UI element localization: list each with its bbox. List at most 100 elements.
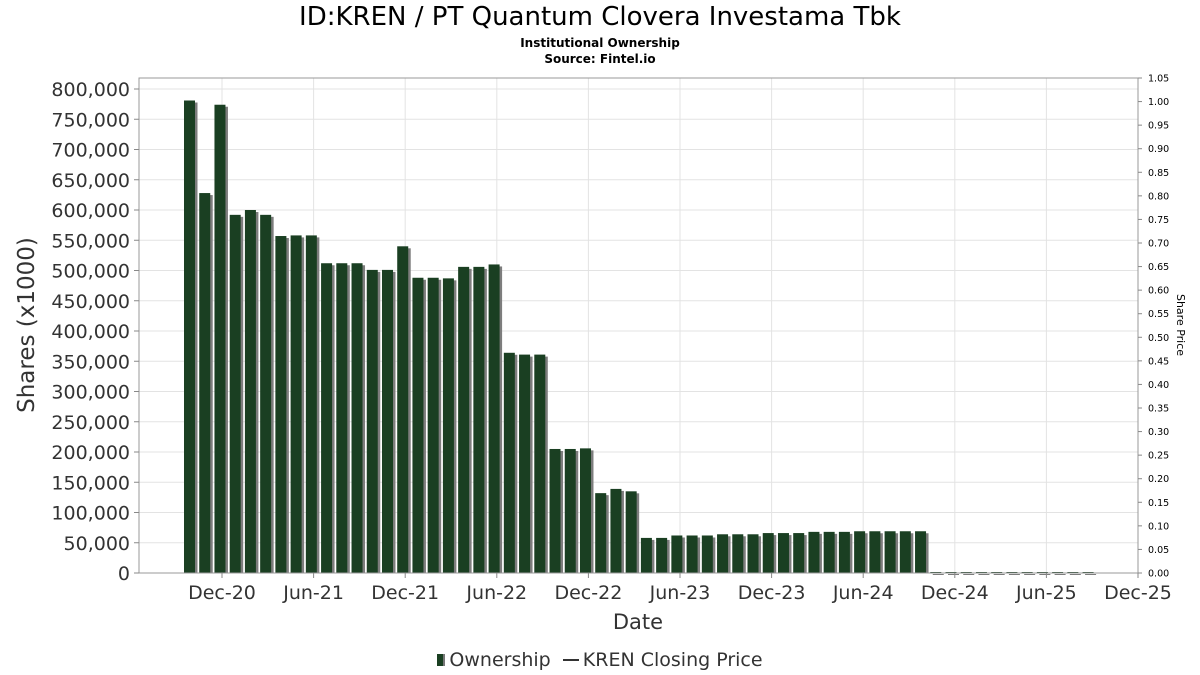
ownership-bar[interactable] [519,354,531,573]
chart-source: Source: Fintel.io [544,52,656,66]
y-tick-label: 250,000 [51,412,130,434]
y2-tick-label: 0.90 [1148,144,1169,155]
ownership-bar[interactable] [275,236,287,573]
ownership-bar[interactable] [838,531,850,573]
legend-item-closing-price[interactable]: KREN Closing Price [557,647,763,673]
ownership-bar[interactable] [625,491,637,573]
bar-shadow [1024,574,1036,575]
plot-frame [138,77,1139,574]
x-tick-label: Jun-24 [832,582,894,604]
ownership-bar[interactable] [915,531,927,573]
ownership-bar[interactable] [321,263,333,573]
ownership-bar[interactable] [336,263,348,573]
ownership-bar[interactable] [305,235,317,573]
y-tick-label: 350,000 [51,351,130,373]
ownership-bar[interactable] [854,531,866,573]
ownership-bar[interactable] [686,535,698,573]
x-tick-label: Dec-23 [738,582,806,604]
y-tick-label: 750,000 [51,109,130,131]
ownership-bar[interactable] [717,534,729,573]
ownership-bar[interactable] [214,104,226,573]
ownership-bar[interactable] [534,354,546,573]
ownership-bar[interactable] [244,210,256,573]
y-tick-label: 650,000 [51,170,130,192]
y-tick-label: 150,000 [51,472,130,494]
bar-shadow [1069,574,1081,575]
bar-shadow [993,574,1005,575]
ownership-bar[interactable] [671,535,683,573]
chart-title: ID:KREN / PT Quantum Clovera Investama T… [299,2,901,32]
ownership-bar[interactable] [610,488,622,573]
ownership-bar[interactable] [397,246,409,574]
bar-shadow [963,574,975,575]
ownership-bar[interactable] [427,277,439,573]
ownership-bar[interactable] [381,269,393,573]
chart-subtitle: Institutional Ownership [520,36,680,50]
ownership-bar[interactable] [366,269,378,573]
ownership-bar[interactable] [184,100,195,574]
ownership-bar[interactable] [473,266,485,573]
y-tick-label: 800,000 [51,79,130,101]
y-tick-label: 0 [118,563,130,585]
bar-shadow [1039,574,1051,575]
ownership-bar[interactable] [701,535,713,573]
ownership-bar[interactable] [595,493,607,573]
ownership-bar[interactable] [412,277,424,573]
x-tick-label: Jun-25 [1015,582,1077,604]
ownership-bar[interactable] [777,533,789,573]
ownership-bar[interactable] [260,214,272,573]
y-axis-label: Shares (x1000) [14,237,40,413]
y2-tick-label: 0.50 [1148,333,1169,344]
ownership-bar[interactable] [488,264,500,573]
y2-tick-label: 0.70 [1148,239,1169,250]
ownership-bar[interactable] [290,235,302,573]
ownership-bar[interactable] [229,214,241,573]
ownership-bar[interactable] [640,537,652,573]
ownership-bar[interactable] [732,534,744,573]
y-tick-label: 600,000 [51,200,130,222]
y2-tick-label: 0.25 [1148,451,1169,462]
x-tick-label: Dec-20 [188,582,256,604]
x-axis-label: Date [613,610,663,634]
ownership-bar[interactable] [458,266,470,573]
ownership-bar[interactable] [503,352,515,573]
y2-tick-label: 1.05 [1148,74,1169,85]
ownership-bar[interactable] [656,537,668,573]
legend-label-ownership: Ownership [449,648,551,671]
ownership-bar[interactable] [564,448,576,573]
y2-tick-label: 0.80 [1148,191,1169,202]
y2-tick-label: 0.35 [1148,404,1169,415]
ownership-bar[interactable] [442,278,454,573]
y2-tick-label: 0.10 [1148,521,1169,532]
ownership-bar[interactable] [793,533,805,573]
ownership-bar[interactable] [549,448,561,573]
ownership-bar[interactable] [884,531,896,573]
y2-tick-label: 0.30 [1148,427,1169,438]
ownership-bar[interactable] [823,531,835,573]
y2-axis-ticks: 0.00 0.05 0.10 0.15 0.20 0.25 0.30 0.35 0.40 0.45… [1138,74,1169,580]
ownership-bar[interactable] [808,531,820,573]
plot-background [139,78,1138,573]
y-tick-label: 200,000 [51,442,130,464]
x-tick-label: Dec-25 [1104,582,1172,604]
ownership-bar[interactable] [762,533,774,573]
ownership-bar[interactable] [747,534,759,573]
x-tick-label: Dec-24 [921,582,989,604]
y2-tick-label: 0.75 [1148,215,1169,226]
ownership-bar[interactable] [199,193,211,573]
x-tick-label: Dec-22 [554,582,622,604]
ownership-bar[interactable] [351,263,363,573]
y-tick-label: 500,000 [51,261,130,283]
ownership-bar[interactable] [579,448,591,573]
y2-tick-label: 0.60 [1148,286,1169,297]
y2-tick-label: 0.15 [1148,498,1169,509]
y-tick-label: 100,000 [51,503,130,525]
y2-tick-label: 0.65 [1148,262,1169,273]
ownership-bar[interactable] [869,531,881,573]
ownership-bar[interactable] [899,531,911,573]
x-axis-ticks: Dec-20 Jun-21 Dec-21 Jun-22 Dec-22 Jun-23 Dec-… [188,573,1172,604]
legend-item-ownership[interactable]: Ownership [437,647,551,673]
bar-shadow [978,574,990,575]
x-tick-label: Jun-21 [282,582,344,604]
y2-tick-label: 0.85 [1148,168,1169,179]
